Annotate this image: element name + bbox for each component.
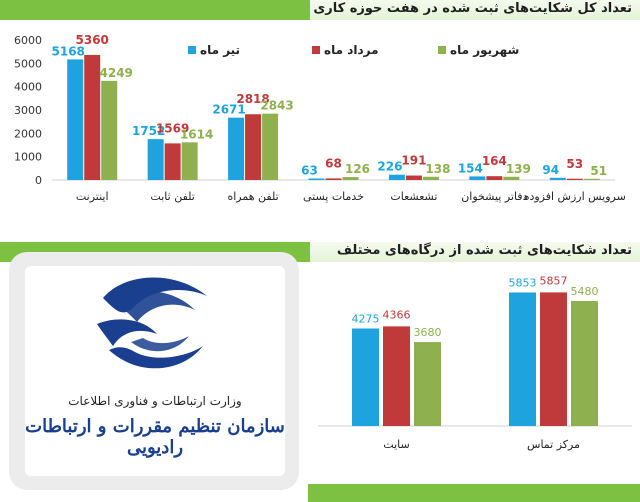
data-label: 3680 bbox=[414, 326, 442, 339]
bar bbox=[383, 326, 410, 426]
bar bbox=[352, 328, 379, 426]
header-banner-1: تعداد کل شکایت‌های ثبت شده در هفت حوزه ک… bbox=[0, 0, 640, 20]
y-tick-label: 0 bbox=[35, 174, 42, 187]
logo-card: وزارت ارتباطات و فناوری اطلاعات سازمان ت… bbox=[9, 252, 299, 490]
bar bbox=[566, 178, 583, 180]
x-tick-label: خدمات پستی bbox=[303, 190, 364, 203]
data-label: 164 bbox=[482, 154, 507, 168]
data-label: 94 bbox=[542, 163, 559, 177]
bar bbox=[147, 139, 164, 180]
y-tick-label: 6000 bbox=[14, 34, 42, 47]
y-tick-label: 3000 bbox=[14, 104, 42, 117]
data-label: 2818 bbox=[236, 92, 269, 106]
bar bbox=[549, 177, 566, 180]
x-tick-label: تلفن همراه bbox=[227, 190, 278, 203]
x-tick-label: مرکز تماس bbox=[527, 438, 580, 451]
data-label: 1569 bbox=[156, 121, 189, 135]
accent-bar bbox=[0, 0, 310, 20]
bar bbox=[84, 54, 101, 180]
legend-swatch bbox=[438, 46, 446, 54]
bar bbox=[308, 178, 325, 180]
chart-2-title: تعداد شکایت‌های ثبت شده از درگاه‌های مخت… bbox=[336, 243, 632, 258]
data-label: 226 bbox=[377, 160, 402, 174]
bar bbox=[228, 117, 245, 180]
legend-label: مرداد ماه bbox=[324, 43, 379, 57]
data-label: 5480 bbox=[571, 285, 599, 298]
data-label: 53 bbox=[566, 157, 583, 171]
bar bbox=[583, 178, 600, 180]
x-tick-label: سرویس ارزش افزوده bbox=[524, 190, 626, 203]
bar bbox=[422, 176, 439, 180]
y-tick-label: 5000 bbox=[14, 57, 42, 70]
logo-organization-text: سازمان تنظیم مقررات و ارتباطات رادیویی bbox=[25, 416, 285, 458]
data-label: 138 bbox=[425, 162, 450, 176]
data-label: 1752 bbox=[132, 124, 165, 138]
data-label: 4249 bbox=[100, 66, 133, 80]
bar bbox=[503, 176, 520, 180]
x-tick-label: دفاتر پیشخوان bbox=[461, 190, 527, 203]
bar bbox=[101, 80, 118, 180]
data-label: 191 bbox=[401, 154, 426, 168]
bar bbox=[414, 342, 441, 426]
y-tick-label: 4000 bbox=[14, 81, 42, 94]
x-tick-label: اینترنت bbox=[76, 190, 109, 203]
bar bbox=[540, 292, 567, 426]
bar bbox=[342, 177, 359, 180]
cra-logo-emblem bbox=[97, 277, 207, 369]
data-label: 5360 bbox=[76, 33, 109, 47]
data-label: 154 bbox=[458, 161, 483, 175]
data-label: 5168 bbox=[52, 44, 85, 58]
legend-label: شهریور ماه bbox=[450, 43, 519, 58]
legend-label: تیر ماه bbox=[200, 43, 240, 57]
data-label: 5857 bbox=[540, 274, 568, 287]
bar bbox=[469, 176, 486, 180]
bar bbox=[262, 113, 279, 180]
data-label: 63 bbox=[301, 164, 318, 178]
data-label: 5853 bbox=[509, 276, 537, 289]
data-label: 126 bbox=[345, 162, 370, 176]
bar bbox=[486, 176, 503, 180]
x-tick-label: تلفن ثابت bbox=[150, 190, 194, 203]
legend-swatch bbox=[312, 46, 320, 54]
x-tick-label: تشعشعات bbox=[390, 190, 437, 203]
data-label: 1614 bbox=[180, 127, 213, 141]
y-tick-label: 1000 bbox=[14, 151, 42, 164]
logo-ministry-text: وزارت ارتباطات و فناوری اطلاعات bbox=[68, 394, 242, 408]
bar bbox=[509, 292, 536, 426]
data-label: 4366 bbox=[383, 308, 411, 321]
bar bbox=[388, 174, 405, 180]
data-label: 51 bbox=[590, 164, 607, 178]
footer-accent-bar bbox=[308, 484, 640, 502]
logo-panel: وزارت ارتباطات و فناوری اطلاعات سازمان ت… bbox=[25, 266, 285, 476]
bar bbox=[245, 114, 262, 180]
bar bbox=[164, 143, 181, 180]
x-tick-label: سایت bbox=[383, 438, 409, 451]
bar bbox=[405, 175, 422, 180]
data-label: 4275 bbox=[352, 312, 380, 325]
bar bbox=[325, 178, 342, 180]
chart-1: 0100020003000400050006000516853604249این… bbox=[14, 33, 626, 203]
data-label: 139 bbox=[506, 162, 531, 176]
bar bbox=[571, 300, 598, 426]
chart-1-title: تعداد کل شکایت‌های ثبت شده در هفت حوزه ک… bbox=[313, 1, 632, 16]
bar bbox=[67, 59, 84, 181]
data-label: 68 bbox=[325, 156, 342, 170]
bar bbox=[181, 142, 198, 180]
legend-swatch bbox=[188, 46, 196, 54]
y-tick-label: 2000 bbox=[14, 127, 42, 140]
data-label: 2671 bbox=[212, 103, 245, 117]
data-label: 2843 bbox=[260, 99, 293, 113]
